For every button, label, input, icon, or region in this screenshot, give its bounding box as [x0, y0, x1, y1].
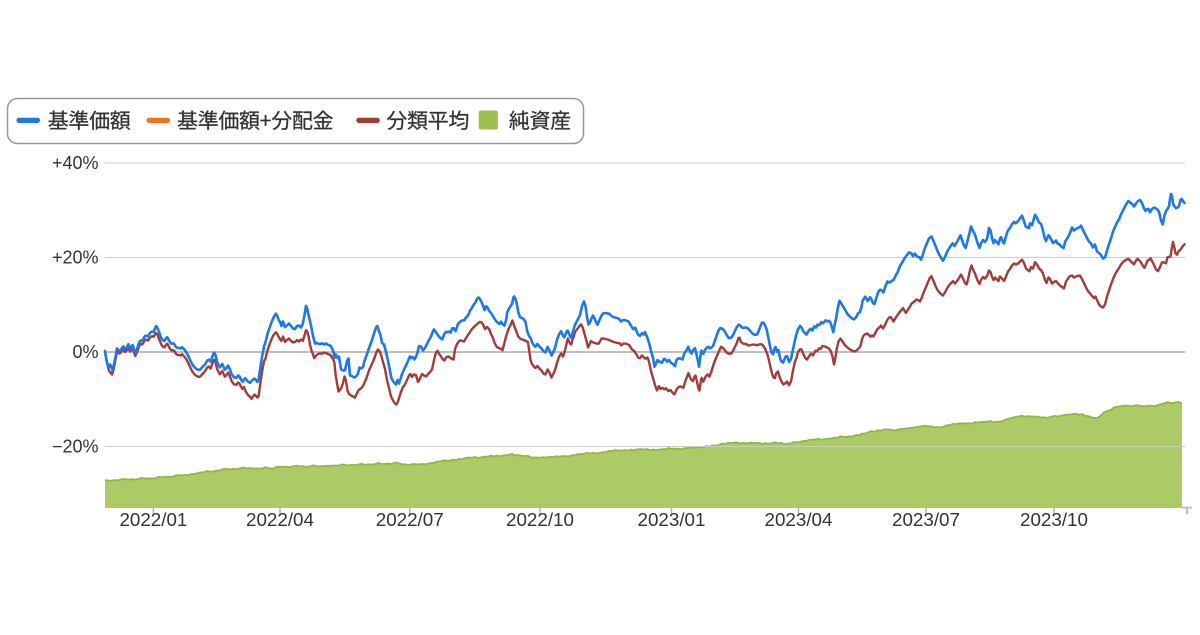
svg-text:2023/07: 2023/07	[892, 509, 960, 530]
svg-text:−20%: −20%	[52, 437, 99, 457]
svg-text:2022/04: 2022/04	[246, 509, 314, 530]
svg-text:2023/10: 2023/10	[1020, 509, 1088, 530]
svg-text:2022/10: 2022/10	[506, 509, 574, 530]
svg-text:2023/01: 2023/01	[638, 509, 706, 530]
svg-text:0%: 0%	[72, 342, 98, 362]
svg-text:2022/01: 2022/01	[119, 509, 187, 530]
svg-text:+20%: +20%	[52, 248, 99, 268]
svg-text:2022/07: 2022/07	[376, 509, 444, 530]
svg-text:2023/04: 2023/04	[765, 509, 833, 530]
svg-text:+40%: +40%	[52, 153, 99, 173]
